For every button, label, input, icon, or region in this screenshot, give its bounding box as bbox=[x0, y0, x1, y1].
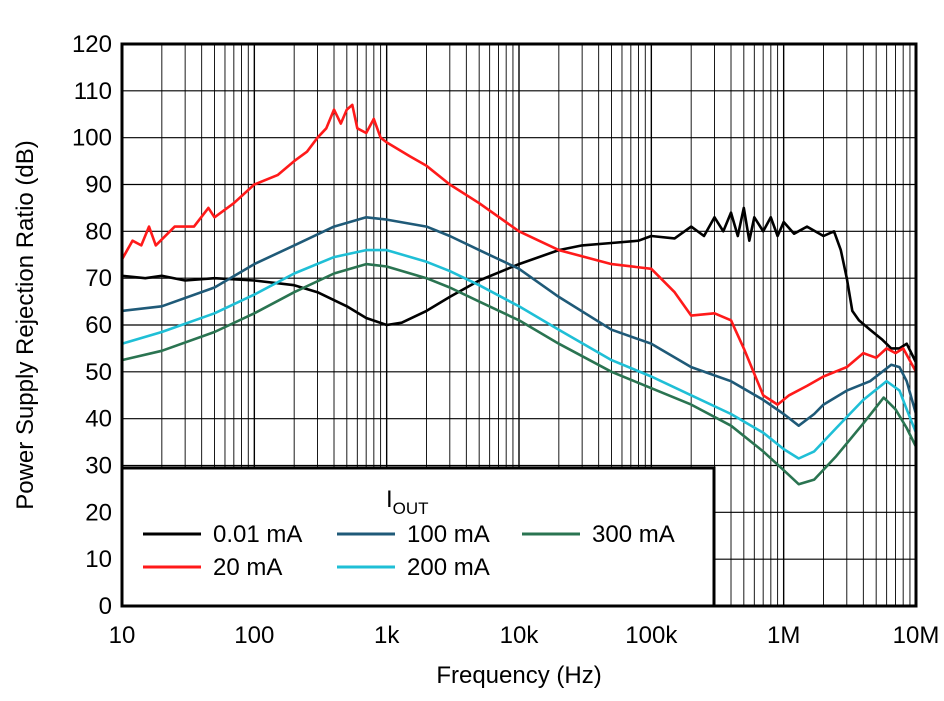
series-line bbox=[120, 206, 918, 364]
legend-label: 200 mA bbox=[407, 554, 490, 581]
series-line bbox=[120, 103, 918, 406]
y-tick-label: 110 bbox=[74, 78, 112, 105]
y-tick-label: 0 bbox=[99, 593, 112, 620]
y-tick-label: 60 bbox=[85, 312, 112, 339]
legend-title-sub: OUT bbox=[393, 499, 429, 518]
y-tick-label: 30 bbox=[85, 453, 112, 480]
x-tick-label: 10M bbox=[893, 622, 940, 649]
y-tick-label: 70 bbox=[85, 265, 112, 292]
y-tick-label: 100 bbox=[72, 125, 112, 152]
legend-label: 100 mA bbox=[407, 521, 490, 548]
legend-items: 0.01 mA 20 mA 100 mA 200 mA 300 mA bbox=[143, 521, 675, 581]
x-tick-label: 10 bbox=[109, 622, 136, 649]
y-tick-label: 80 bbox=[85, 218, 112, 245]
legend-label: 300 mA bbox=[592, 521, 675, 548]
y-tick-label: 90 bbox=[85, 172, 112, 199]
y-tick-labels: 0 10 20 30 40 50 60 70 80 90 100 110 120 bbox=[72, 31, 112, 620]
x-tick-label: 100k bbox=[625, 622, 678, 649]
y-tick-label: 20 bbox=[85, 499, 112, 526]
legend-title: IOUT bbox=[386, 486, 429, 518]
y-tick-label: 50 bbox=[85, 359, 112, 386]
x-tick-label: 1M bbox=[767, 622, 800, 649]
y-tick-label: 40 bbox=[85, 406, 112, 433]
y-axis-title: Power Supply Rejection Ratio (dB) bbox=[12, 140, 39, 510]
legend-label: 0.01 mA bbox=[213, 521, 302, 548]
x-tick-label: 1k bbox=[374, 622, 400, 649]
x-axis-title: Frequency (Hz) bbox=[436, 662, 601, 689]
series-line bbox=[120, 262, 918, 486]
x-tick-label: 10k bbox=[500, 622, 540, 649]
legend-box bbox=[120, 466, 716, 608]
y-tick-label: 10 bbox=[85, 546, 112, 573]
series-line bbox=[120, 216, 918, 427]
legend-label: 20 mA bbox=[213, 554, 282, 581]
legend: IOUT 0.01 mA 20 mA 100 mA 200 mA 300 mA bbox=[120, 466, 716, 608]
legend-title-main: I bbox=[386, 486, 393, 513]
series-lines bbox=[120, 103, 918, 486]
series-line bbox=[120, 248, 918, 460]
x-tick-label: 100 bbox=[234, 622, 274, 649]
y-tick-label: 120 bbox=[72, 31, 112, 58]
x-tick-labels: 10 100 1k 10k 100k 1M 10M bbox=[109, 622, 940, 649]
